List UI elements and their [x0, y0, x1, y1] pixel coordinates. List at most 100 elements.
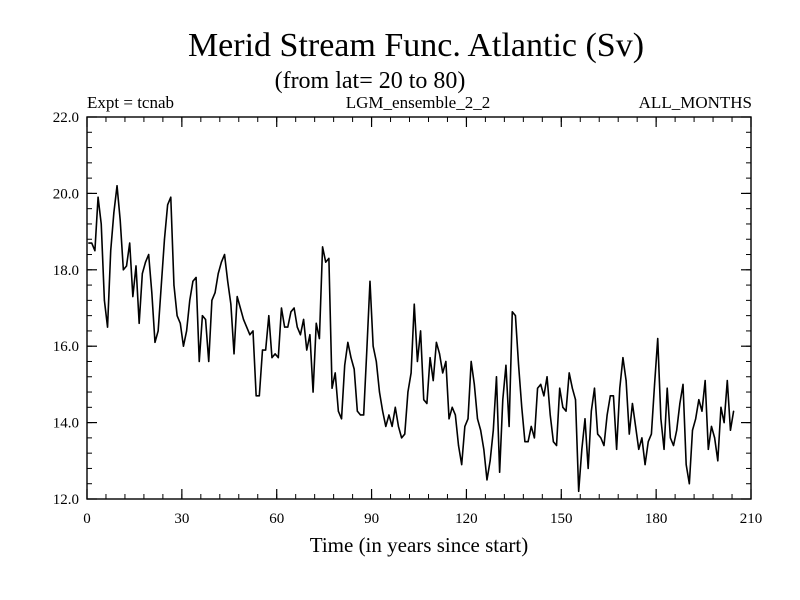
data-point [344, 364, 346, 366]
data-point [603, 444, 605, 447]
data-point [704, 379, 706, 382]
series-line [88, 184, 735, 493]
data-point [533, 437, 536, 439]
data-point [685, 464, 687, 466]
tick-labels: 0 30 60 90 120 150 180 210 12.0 14.0 16.0 18.0 20.0 2… [53, 110, 763, 527]
data-point [192, 280, 194, 282]
data-point [246, 326, 248, 328]
data-point [274, 353, 276, 355]
data-point [103, 299, 105, 301]
data-point [720, 406, 722, 408]
data-point [170, 196, 172, 198]
data-point [502, 399, 504, 401]
data-point [464, 425, 466, 428]
data-point [119, 219, 121, 221]
data-point [106, 326, 109, 328]
data-point [328, 257, 330, 259]
data-point [470, 360, 472, 363]
data-point [467, 418, 469, 420]
data-point [669, 437, 671, 439]
data-point [647, 441, 649, 443]
data-point [242, 318, 245, 321]
data-point [391, 425, 393, 428]
data-point [432, 379, 434, 382]
data-point [325, 261, 327, 263]
data-point [413, 303, 415, 305]
data-point [676, 429, 678, 431]
data-point [388, 414, 390, 416]
data-point [442, 372, 444, 374]
data-point [220, 261, 222, 263]
data-point [650, 433, 653, 435]
x-tick-label: 150 [550, 511, 573, 527]
header-experiment: Expt = tcnab [87, 93, 174, 112]
data-point [397, 425, 400, 428]
data-point [565, 410, 567, 412]
data-point [401, 437, 403, 439]
data-point [451, 406, 453, 408]
data-point [284, 326, 286, 328]
data-point [353, 368, 355, 370]
data-point [688, 483, 690, 485]
data-point [356, 410, 358, 412]
data-point [492, 429, 494, 431]
data-point [331, 387, 333, 389]
data-point [480, 429, 482, 431]
data-point [419, 330, 422, 332]
data-point [505, 364, 507, 366]
data-point [230, 303, 232, 305]
data-point [378, 391, 381, 393]
data-point [698, 399, 700, 401]
chart-subtitle: (from lat= 20 to 80) [275, 68, 466, 94]
data-point [160, 284, 162, 286]
x-tick-label: 180 [645, 511, 668, 527]
y-tick-label: 14.0 [53, 416, 79, 432]
data-point [714, 437, 716, 439]
data-point [584, 418, 586, 420]
data-point [628, 433, 630, 435]
data-point [201, 315, 204, 317]
data-point [293, 307, 295, 309]
data-point [679, 402, 681, 405]
data-point [195, 276, 197, 279]
data-point [132, 295, 134, 298]
data-point [87, 242, 90, 244]
data-point [208, 360, 210, 363]
data-point [277, 357, 279, 359]
x-axis-label: Time (in years since start) [310, 533, 529, 557]
data-point [540, 383, 542, 385]
y-tick-label: 22.0 [53, 110, 79, 126]
data-point [574, 399, 577, 401]
data-point [265, 349, 267, 351]
data-point [363, 414, 365, 416]
data-point [638, 448, 640, 450]
data-point [606, 414, 608, 416]
data-point [239, 307, 241, 309]
data-point [223, 253, 226, 256]
major-ticks [86, 116, 752, 500]
data-point [148, 253, 150, 256]
data-point [476, 418, 479, 420]
data-point [641, 437, 643, 439]
data-point [122, 269, 124, 271]
data-point [597, 433, 599, 435]
data-point [157, 330, 159, 332]
data-point [530, 425, 532, 428]
data-point [318, 337, 320, 340]
data-point [593, 387, 596, 389]
data-point [609, 395, 611, 397]
data-point [729, 429, 732, 431]
data-point [536, 387, 539, 389]
data-point [657, 337, 659, 340]
data-point [280, 307, 283, 309]
data-point [600, 437, 602, 439]
data-point [587, 467, 589, 470]
data-point [619, 387, 621, 389]
y-tick-label: 20.0 [53, 186, 79, 202]
data-point [182, 345, 185, 347]
data-point [271, 357, 273, 359]
data-point [94, 250, 96, 252]
data-point [334, 372, 336, 374]
data-point [382, 410, 384, 412]
data-point [710, 425, 713, 428]
